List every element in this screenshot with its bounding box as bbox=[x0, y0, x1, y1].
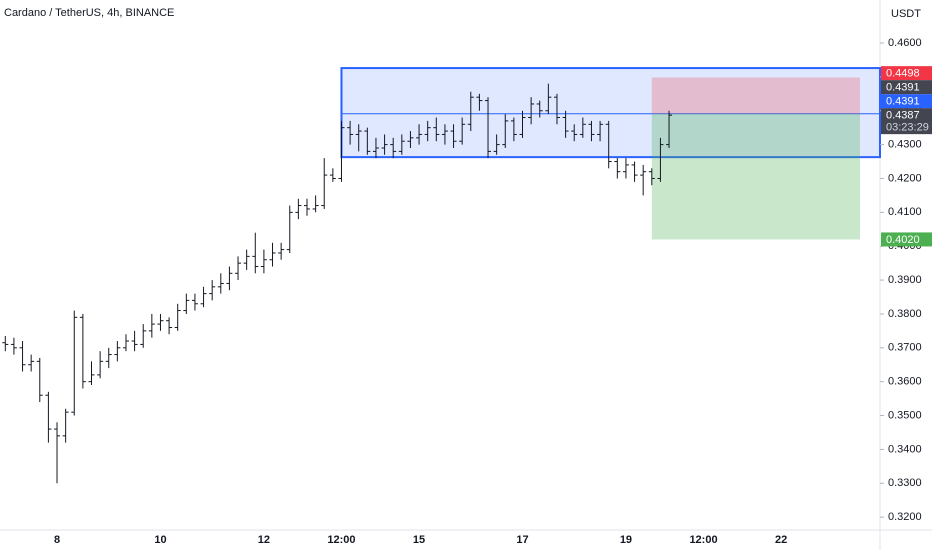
x-tick-label: 12:00 bbox=[689, 534, 717, 546]
currency: USDT bbox=[891, 8, 921, 20]
y-tick-label: 0.3800 bbox=[888, 308, 922, 320]
stop-zone bbox=[651, 77, 860, 114]
x-tick-label: 22 bbox=[775, 534, 787, 546]
price-tag bbox=[881, 80, 932, 95]
price-tag bbox=[881, 66, 932, 81]
y-tick-label: 0.4100 bbox=[888, 206, 922, 218]
x-tick-label: 15 bbox=[413, 534, 425, 546]
y-tick-label: 0.4300 bbox=[888, 139, 922, 151]
price-tag bbox=[881, 94, 932, 109]
y-tick-label: 0.4600 bbox=[888, 37, 922, 49]
y-tick-label: 0.3400 bbox=[888, 443, 922, 455]
price-tag-label: 0.4391 bbox=[886, 82, 920, 94]
countdown: 03:23:29 bbox=[886, 122, 929, 134]
chart-title: Cardano / TetherUS, 4h, BINANCE bbox=[4, 7, 174, 19]
x-tick-label: 8 bbox=[54, 534, 60, 546]
y-tick-label: 0.4200 bbox=[888, 172, 922, 184]
y-tick-label: 0.3600 bbox=[888, 376, 922, 388]
price-tag bbox=[881, 108, 932, 135]
y-tick-label: 0.3900 bbox=[888, 274, 922, 286]
price-tag-label: 0.4391 bbox=[886, 96, 920, 108]
y-tick-label: 0.3700 bbox=[888, 342, 922, 354]
x-tick-label: 12 bbox=[258, 534, 270, 546]
price-tag-label: 0.4020 bbox=[886, 234, 920, 246]
x-tick-label: 10 bbox=[154, 534, 166, 546]
x-tick-label: 19 bbox=[620, 534, 632, 546]
y-tick-label: 0.3300 bbox=[888, 477, 922, 489]
price-tag-label: 0.4387 bbox=[886, 110, 920, 122]
x-tick-label: 12:00 bbox=[327, 534, 355, 546]
price-tag-label: 0.4498 bbox=[886, 68, 920, 80]
y-tick-label: 0.3200 bbox=[888, 511, 922, 523]
price-tag bbox=[881, 232, 932, 247]
range-box bbox=[340, 67, 882, 159]
target-zone bbox=[651, 113, 860, 240]
x-tick-label: 17 bbox=[516, 534, 528, 546]
y-tick-label: 0.3500 bbox=[888, 409, 922, 421]
